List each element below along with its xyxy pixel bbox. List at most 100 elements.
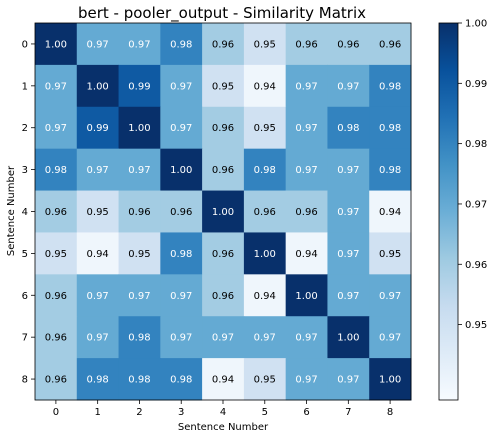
heatmap-cell: [35, 232, 78, 275]
heatmap-cell: [285, 148, 328, 192]
cell-value-label: 1.00: [254, 249, 276, 260]
heatmap-cell: [369, 106, 412, 150]
heatmap-cell: [243, 274, 287, 317]
cell-value-label: 0.97: [337, 207, 359, 218]
heatmap-cell: [369, 190, 412, 233]
cell-value-label: 0.96: [337, 39, 359, 50]
y-tick-label: 3: [22, 165, 28, 176]
cell-value-label: 1.00: [212, 207, 234, 218]
x-axis-ticks: 0 1 2 3 4 5 6 7 8: [53, 400, 393, 418]
heatmap-cell: [160, 106, 203, 150]
heatmap-cell: [369, 316, 412, 359]
cell-value-label: 0.98: [170, 249, 192, 260]
heatmap-cell: [243, 23, 287, 66]
heatmap-cell: [285, 23, 328, 66]
heatmap-cell: [327, 232, 370, 275]
cell-value-label: 1.00: [170, 165, 192, 176]
cell-value-label: 0.94: [87, 249, 109, 260]
cell-value-label: 0.97: [295, 333, 317, 344]
cell-value-label: 0.96: [212, 291, 234, 302]
heatmap-cell: [160, 274, 203, 317]
heatmap-cell: [76, 232, 120, 275]
cell-value-label: 0.97: [379, 333, 401, 344]
heatmap-cell: [327, 64, 370, 108]
colorbar: [438, 22, 459, 401]
heatmap-cell: [76, 64, 120, 108]
x-tick-label: 5: [262, 407, 268, 418]
heatmap-cell: [202, 316, 245, 359]
heatmap-cells: [35, 23, 412, 401]
cell-value-label: 0.97: [295, 375, 317, 386]
cell-value-label: 0.96: [295, 39, 317, 50]
heatmap-cell: [118, 358, 161, 401]
colorbar-tick-label: 0.96: [465, 260, 487, 271]
x-tick-label: 6: [303, 407, 309, 418]
cell-value-label: 0.98: [170, 375, 192, 386]
heatmap-cell: [243, 64, 287, 108]
cell-value-label: 0.94: [212, 375, 234, 386]
cell-value-label: 0.96: [45, 333, 67, 344]
heatmap-cell: [285, 106, 328, 150]
cell-value-label: 0.97: [254, 333, 276, 344]
cell-value-label: 0.97: [128, 291, 150, 302]
cell-value-label: 0.95: [45, 249, 67, 260]
cell-value-label: 0.97: [337, 81, 359, 92]
y-tick-label: 7: [22, 333, 28, 344]
heatmap-cell: [160, 148, 203, 192]
heatmap-cell: [76, 274, 120, 317]
cell-value-label: 0.97: [87, 39, 109, 50]
x-tick-label: 1: [94, 407, 100, 418]
cell-value-label: 0.95: [212, 81, 234, 92]
heatmap-cell: [118, 190, 161, 233]
cell-value-label: 0.96: [45, 207, 67, 218]
cell-value-label: 0.97: [87, 333, 109, 344]
cell-value-label: 0.97: [337, 249, 359, 260]
cell-value-label: 1.00: [128, 123, 150, 134]
cell-value-label: 0.97: [379, 291, 401, 302]
cell-value-label: 0.97: [170, 333, 192, 344]
heatmap-cell: [160, 232, 203, 275]
colorbar-ticks: 0.95 0.96 0.97 0.98 0.99 1.00: [458, 19, 487, 331]
heatmap-cell: [160, 64, 203, 108]
chart-title: bert - pooler_output - Similarity Matrix: [78, 4, 366, 23]
colorbar-tick-label: 0.99: [465, 79, 487, 90]
cell-value-label: 0.95: [254, 123, 276, 134]
heatmap-cell: [369, 232, 412, 275]
y-tick-label: 2: [22, 123, 28, 134]
heatmap-cell: [202, 64, 245, 108]
cell-value-label: 0.97: [128, 165, 150, 176]
cell-value-label: 1.00: [337, 333, 359, 344]
cell-value-label: 0.96: [128, 207, 150, 218]
heatmap-cell: [76, 190, 120, 233]
cell-value-label: 0.97: [128, 39, 150, 50]
cell-value-label: 0.95: [87, 207, 109, 218]
cell-value-label: 0.97: [87, 165, 109, 176]
heatmap-cell: [118, 316, 161, 359]
heatmap-cell: [35, 316, 78, 359]
heatmap-cell: [243, 358, 287, 401]
cell-value-label: 1.00: [87, 81, 109, 92]
cell-value-label: 0.97: [295, 81, 317, 92]
heatmap-cell-labels: 1.00 0.97 0.97 0.98 0.96 0.95 0.96 0.96 0.96 0.97…: [45, 39, 401, 385]
heatmap-cell: [118, 23, 161, 66]
cell-value-label: 0.96: [170, 207, 192, 218]
colorbar-tick-label: 1.00: [465, 19, 487, 30]
heatmap-cell: [118, 274, 161, 317]
cell-value-label: 0.97: [170, 123, 192, 134]
cell-value-label: 0.97: [295, 165, 317, 176]
cell-value-label: 0.98: [379, 123, 401, 134]
heatmap-cell: [160, 316, 203, 359]
cell-value-label: 0.98: [170, 39, 192, 50]
cell-value-label: 0.97: [45, 123, 67, 134]
x-tick-label: 0: [53, 407, 59, 418]
cell-value-label: 0.94: [254, 81, 276, 92]
heatmap-cell: [76, 23, 120, 66]
heatmap-cell: [327, 358, 370, 401]
cell-value-label: 0.96: [212, 165, 234, 176]
cell-value-label: 0.98: [379, 81, 401, 92]
y-tick-label: 4: [22, 207, 28, 218]
cell-value-label: 0.98: [128, 333, 150, 344]
cell-value-label: 0.98: [45, 165, 67, 176]
heatmap-cell: [327, 190, 370, 233]
heatmap-cell: [369, 274, 412, 317]
